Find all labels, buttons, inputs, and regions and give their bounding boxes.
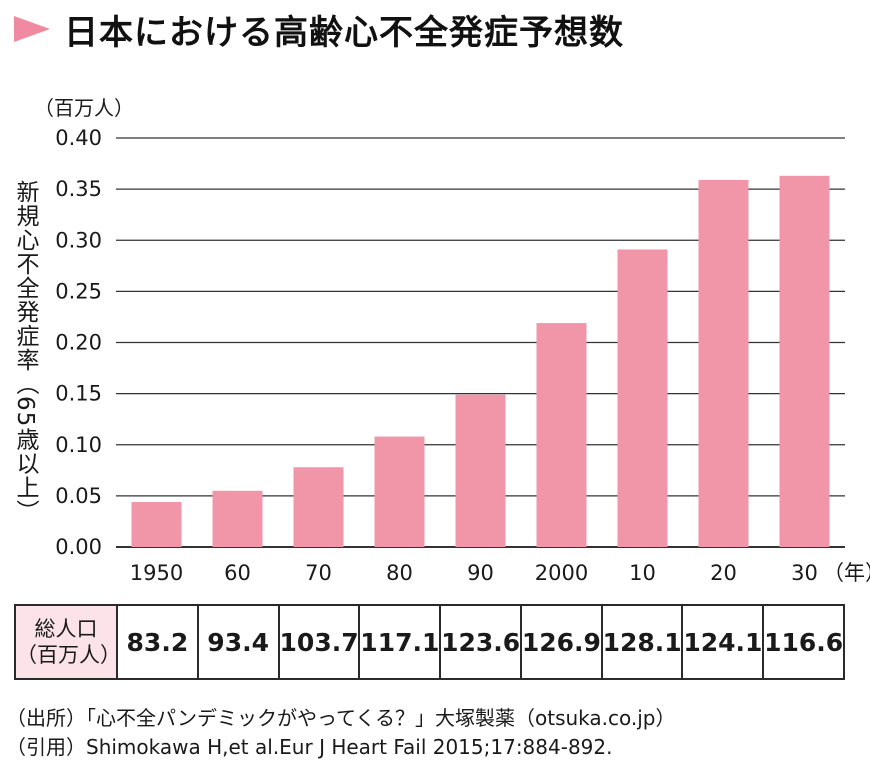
population-cell: 116.6 [762, 604, 845, 680]
population-cell: 93.4 [196, 604, 280, 680]
y-tick-label: 0.00 [55, 535, 102, 559]
chart-title: 日本における高齢心不全発症予想数 [64, 12, 624, 53]
y-unit-label: （百万人） [34, 96, 134, 120]
population-cell: 83.2 [116, 604, 199, 680]
y-tick-label: 0.25 [55, 279, 102, 303]
x-tick-label: 2000 [535, 561, 588, 585]
x-axis-suffix: （年） [823, 561, 870, 585]
x-tick-label: 1950 [130, 561, 183, 585]
population-cell: 117.1 [358, 604, 442, 680]
population-cell: 103.7 [277, 604, 361, 680]
x-tick-label: 30 [791, 561, 818, 585]
population-header-line1: 総人口 [34, 617, 98, 641]
x-tick-label: 80 [386, 561, 413, 585]
bar [212, 490, 263, 547]
bar [293, 467, 344, 547]
x-tick-label: 70 [305, 561, 332, 585]
bar [374, 436, 425, 547]
bar-chart: 0.00 0.05 0.10 0.15 0.20 0.25 0.30 0.35 0.40 1950… [55, 126, 870, 585]
y-tick-label: 0.35 [55, 177, 102, 201]
bar [455, 394, 506, 547]
bar [779, 175, 830, 547]
y-tick-label: 0.05 [55, 484, 102, 508]
source-line: （出所）「心不全パンデミックがやってくる？」大塚製薬（otsuka.co.jp） [6, 706, 676, 730]
x-tick-label: 10 [629, 561, 656, 585]
bar [617, 249, 668, 547]
y-tick-label: 0.20 [55, 331, 102, 355]
triangle-arrow-icon [14, 16, 50, 42]
y-tick-label: 0.30 [55, 228, 102, 252]
chart-title-row: 日本における高齢心不全発症予想数 [14, 6, 624, 53]
y-tick-label: 0.10 [55, 433, 102, 457]
x-tick-label: 20 [710, 561, 737, 585]
population-cell: 128.1 [600, 604, 684, 680]
population-table: 総人口 （百万人） 83.2 93.4 103.7 117.1 123.6 12… [14, 604, 845, 680]
y-tick-label: 0.40 [55, 126, 102, 150]
bar [698, 179, 749, 548]
x-tick-label: 60 [224, 561, 251, 585]
source-notes: （出所）「心不全パンデミックがやってくる？」大塚製薬（otsuka.co.jp）… [6, 704, 676, 762]
population-cell: 124.1 [681, 604, 765, 680]
y-axis-label: 新規心不全発症率（65歳以上） [12, 180, 38, 524]
population-cell: 123.6 [439, 604, 522, 680]
bar [131, 502, 182, 547]
population-cell: 126.9 [519, 604, 603, 680]
x-tick-label: 90 [467, 561, 494, 585]
y-tick-label: 0.15 [55, 382, 102, 406]
citation-line: （引用）Shimokawa H,et al.Eur J Heart Fail 2… [6, 735, 613, 759]
population-row: 総人口 （百万人） 83.2 93.4 103.7 117.1 123.6 12… [14, 604, 845, 680]
population-header: 総人口 （百万人） [14, 604, 121, 680]
population-header-line2: （百万人） [16, 643, 121, 667]
bar [536, 323, 587, 547]
